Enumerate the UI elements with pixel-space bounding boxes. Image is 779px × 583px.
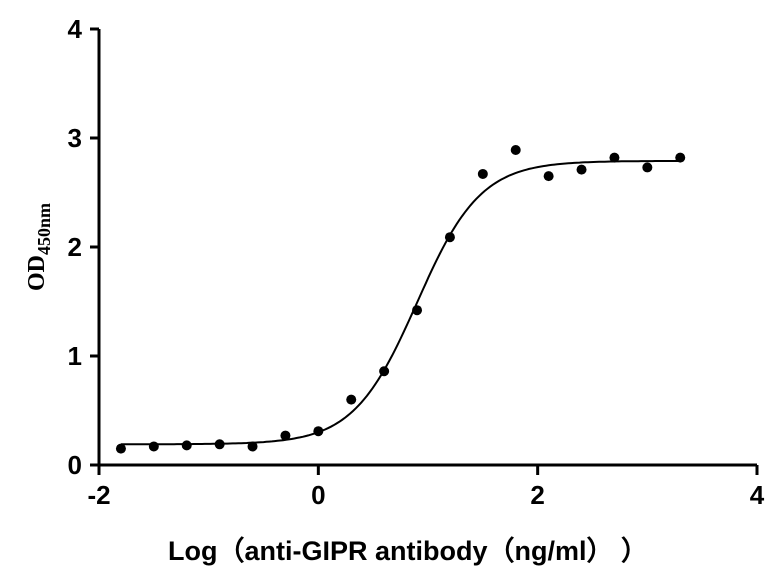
x-tick-label: 0	[311, 480, 325, 510]
y-tick-label: 3	[68, 123, 82, 153]
data-point	[510, 144, 521, 155]
y-axis-label-sub: 450nm	[34, 203, 54, 255]
data-point	[115, 443, 126, 454]
data-point	[313, 426, 324, 437]
data-point	[675, 152, 686, 163]
data-point	[280, 430, 291, 441]
y-axis-label: OD450nm	[24, 203, 54, 291]
fit-curve	[120, 160, 681, 446]
data-point	[609, 152, 620, 163]
x-tick-label: 4	[750, 480, 765, 510]
data-point	[379, 366, 390, 377]
data-point	[477, 168, 488, 179]
x-axis-label: Log（anti-GIPR antibody（ng/ml） ）	[168, 536, 648, 566]
x-tick-label: 2	[530, 480, 544, 510]
data-point	[148, 441, 159, 452]
y-tick-label: 0	[68, 450, 82, 480]
y-tick-label: 4	[68, 14, 83, 44]
data-point	[247, 441, 258, 452]
y-tick-label: 1	[68, 341, 82, 371]
data-point	[214, 439, 225, 450]
y-tick-label: 2	[68, 232, 82, 262]
data-point	[346, 394, 357, 405]
data-points	[115, 144, 686, 454]
axes	[90, 27, 759, 475]
data-point	[576, 164, 587, 175]
data-point	[181, 440, 192, 451]
data-point	[642, 162, 653, 173]
x-tick-label: -2	[87, 480, 110, 510]
data-point	[543, 171, 554, 182]
data-point	[412, 305, 423, 316]
y-axis-label-main: OD	[24, 255, 50, 291]
data-point	[444, 232, 455, 243]
